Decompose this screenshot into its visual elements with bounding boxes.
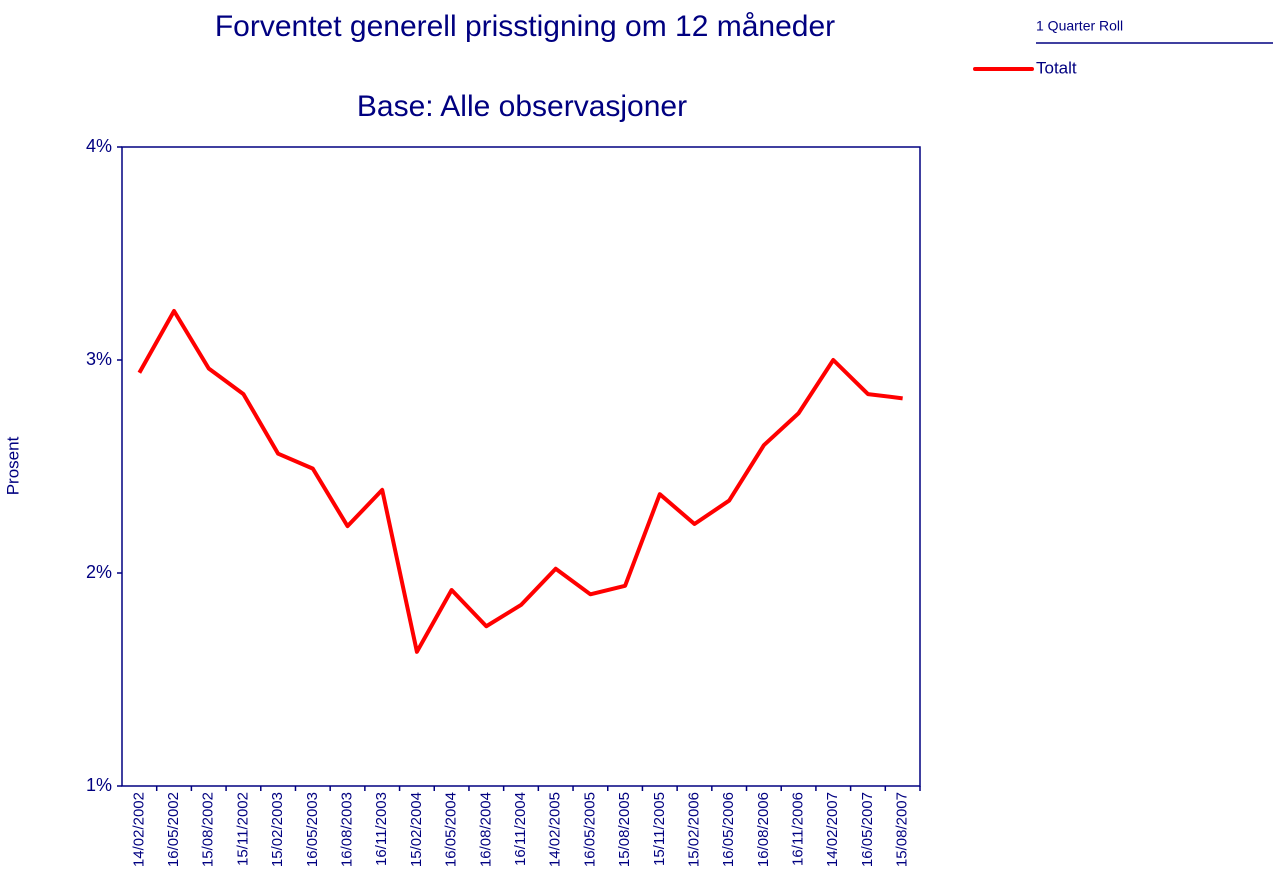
x-tick-label: 16/11/2004 <box>512 792 529 866</box>
x-tick-label: 16/05/2007 <box>859 792 876 867</box>
chart-title: Forventet generell prisstigning om 12 må… <box>215 10 835 43</box>
chart-subtitle: Base: Alle observasjoner <box>357 90 687 123</box>
y-tick-label: 3% <box>86 349 112 369</box>
x-tick-label: 15/08/2002 <box>200 792 217 867</box>
x-tick-label: 15/02/2006 <box>685 792 702 867</box>
x-tick-label: 16/05/2003 <box>304 792 321 867</box>
x-tick-label: 16/08/2003 <box>338 792 355 867</box>
legend-title: 1 Quarter Roll <box>1036 18 1123 34</box>
x-tick-label: 16/05/2002 <box>165 792 182 867</box>
x-tick-label: 16/05/2005 <box>581 792 598 867</box>
x-tick-label: 15/11/2005 <box>651 792 668 866</box>
y-tick-label: 4% <box>86 136 112 156</box>
x-tick-label: 14/02/2005 <box>547 792 564 867</box>
x-tick-label: 15/08/2005 <box>616 792 633 867</box>
x-tick-label: 16/11/2006 <box>790 792 807 866</box>
plot-frame <box>121 146 921 787</box>
x-tick-label: 16/08/2004 <box>477 792 494 867</box>
x-tick-label: 16/11/2003 <box>373 792 390 866</box>
legend-label: Totalt <box>1036 58 1077 77</box>
x-tick-label: 15/11/2002 <box>234 792 251 866</box>
y-axis-label: Prosent <box>3 436 22 495</box>
x-tick-label: 15/02/2004 <box>408 792 425 867</box>
x-tick-label: 14/02/2002 <box>130 792 147 867</box>
x-tick-label: 15/08/2007 <box>894 792 911 867</box>
x-tick-label: 15/02/2003 <box>269 792 286 867</box>
x-tick-label: 16/08/2006 <box>755 792 772 867</box>
line-series <box>137 309 903 654</box>
y-tick-label: 1% <box>86 775 112 795</box>
y-tick-label: 2% <box>86 562 112 582</box>
x-tick-label: 16/05/2006 <box>720 792 737 867</box>
x-tick-label: 16/05/2004 <box>443 792 460 867</box>
x-tick-label: 14/02/2007 <box>824 792 841 867</box>
